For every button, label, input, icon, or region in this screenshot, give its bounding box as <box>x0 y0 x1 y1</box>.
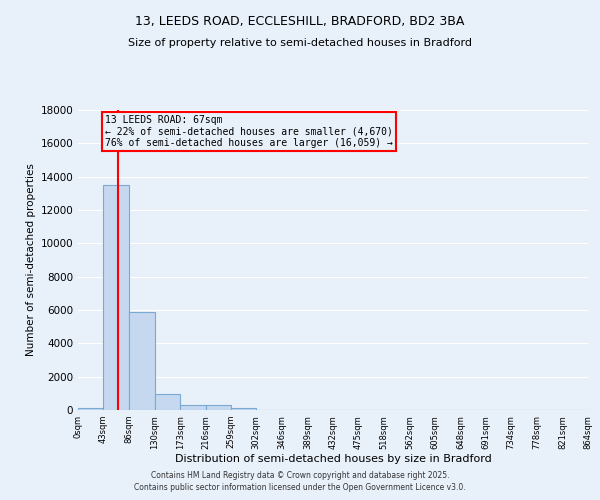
Text: Contains public sector information licensed under the Open Government Licence v3: Contains public sector information licen… <box>134 484 466 492</box>
Text: 13, LEEDS ROAD, ECCLESHILL, BRADFORD, BD2 3BA: 13, LEEDS ROAD, ECCLESHILL, BRADFORD, BD… <box>136 15 464 28</box>
Bar <box>155 394 180 410</box>
Text: Contains HM Land Registry data © Crown copyright and database right 2025.: Contains HM Land Registry data © Crown c… <box>151 471 449 480</box>
Text: 13 LEEDS ROAD: 67sqm
← 22% of semi-detached houses are smaller (4,670)
76% of se: 13 LEEDS ROAD: 67sqm ← 22% of semi-detac… <box>105 115 393 148</box>
Bar <box>231 408 256 410</box>
Bar <box>103 185 129 410</box>
Y-axis label: Number of semi-detached properties: Number of semi-detached properties <box>26 164 36 356</box>
Bar <box>129 312 155 410</box>
X-axis label: Distribution of semi-detached houses by size in Bradford: Distribution of semi-detached houses by … <box>175 454 491 464</box>
Bar <box>180 405 205 410</box>
Bar <box>205 405 231 410</box>
Text: Size of property relative to semi-detached houses in Bradford: Size of property relative to semi-detach… <box>128 38 472 48</box>
Bar <box>78 408 103 410</box>
